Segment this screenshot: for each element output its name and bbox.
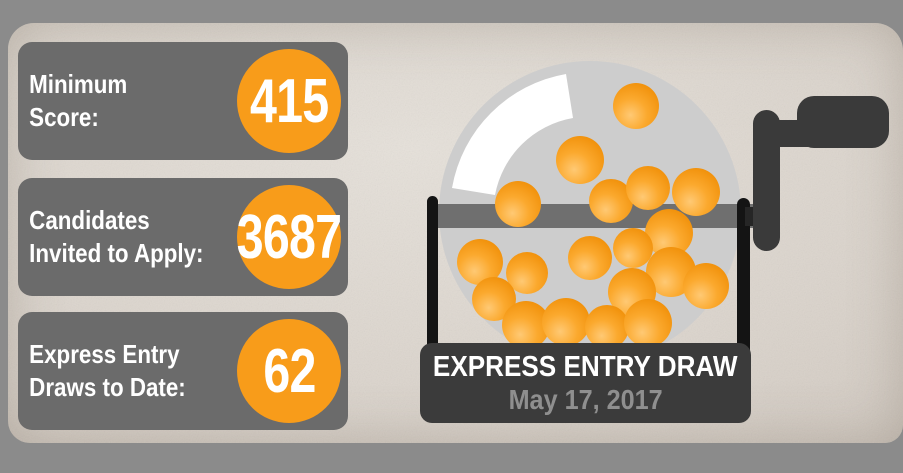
frame-post-right	[737, 198, 750, 360]
frame-post-left	[427, 196, 438, 360]
stat-label-line2: Invited to Apply:	[29, 238, 204, 268]
lottery-ball	[495, 181, 541, 227]
lottery-ball	[626, 166, 670, 210]
lottery-ball	[589, 179, 633, 223]
balls-layer	[457, 83, 729, 349]
lottery-ball	[502, 301, 550, 349]
lottery-ball	[472, 277, 516, 321]
stat-card-draws-to-date: Express Entry Draws to Date: 62	[18, 312, 348, 430]
stat-value: 415	[249, 66, 329, 136]
lottery-ball	[506, 252, 548, 294]
stat-label: Express Entry Draws to Date:	[18, 338, 206, 404]
stat-label-line1: Minimum	[29, 69, 128, 99]
lottery-ball	[556, 136, 604, 184]
stat-card-candidates-invited: Candidates Invited to Apply: 3687	[18, 178, 348, 296]
stat-label-line2: Score:	[29, 102, 99, 132]
stat-label-line2: Draws to Date:	[29, 372, 186, 402]
draw-title: EXPRESS ENTRY DRAW	[433, 351, 738, 383]
crank-handle-icon	[797, 96, 889, 148]
stat-label: Candidates Invited to Apply:	[18, 204, 206, 270]
lottery-ball	[624, 299, 672, 347]
lottery-ball	[613, 83, 659, 129]
lottery-ball	[645, 209, 693, 257]
draw-label-plate: EXPRESS ENTRY DRAW May 17, 2017	[420, 343, 751, 423]
stat-label-line1: Candidates	[29, 205, 150, 235]
drum-highlight-arc	[452, 74, 573, 195]
lottery-ball	[585, 305, 629, 349]
stat-value-badge: 3687	[236, 185, 342, 289]
stat-label: Minimum Score:	[18, 68, 206, 134]
lottery-ball	[613, 228, 653, 268]
lottery-ball	[542, 298, 590, 346]
stat-card-minimum-score: Minimum Score: 415	[18, 42, 348, 160]
stat-value-badge: 62	[237, 319, 341, 423]
lottery-ball	[672, 168, 720, 216]
lottery-ball	[568, 236, 612, 280]
lottery-ball	[457, 239, 503, 285]
stat-value: 62	[262, 336, 316, 406]
lottery-ball	[683, 263, 729, 309]
draw-date: May 17, 2017	[508, 384, 663, 415]
stat-label-line1: Express Entry	[29, 339, 180, 369]
stat-value: 3687	[236, 202, 342, 272]
stat-value-badge: 415	[237, 49, 341, 153]
